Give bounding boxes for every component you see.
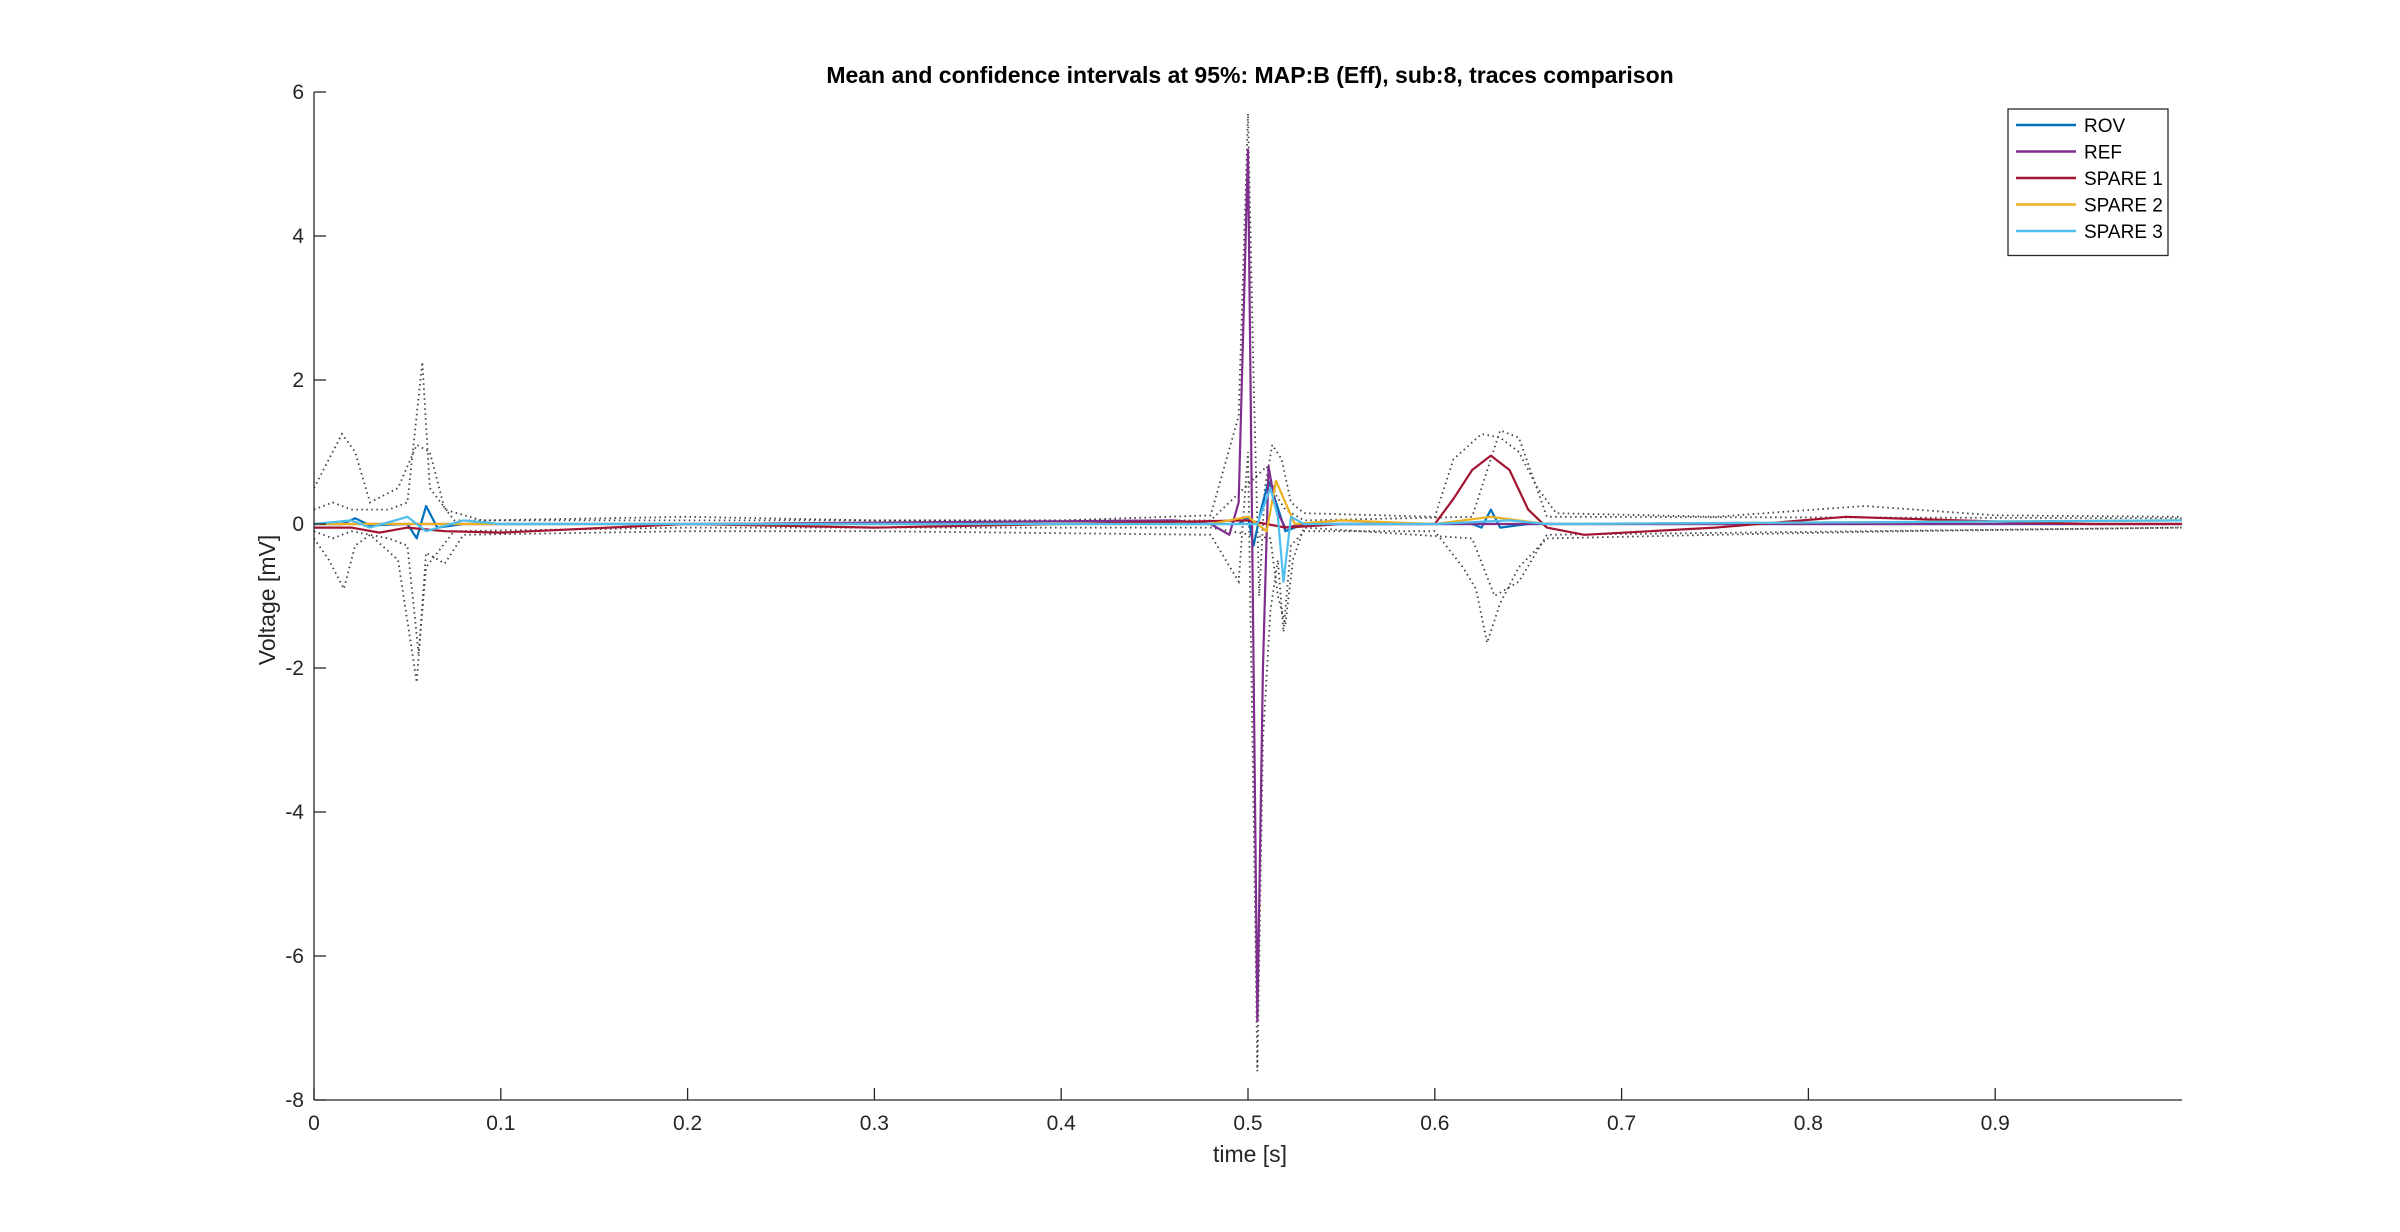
confidence-bound-4 xyxy=(313,526,2183,654)
legend: ROV REF SPARE 1 SPARE 2 SPARE 3 xyxy=(2007,108,2169,257)
legend-label-spare-1: SPARE 1 xyxy=(2084,169,2163,190)
plot-area xyxy=(313,113,2183,1072)
y-tick-label: 2 xyxy=(292,369,304,392)
axes: 0 0.1 0.2 0.3 0.4 0.5 0.6 0.7 0.8 0.9 -8 -6 -4 -2 0 2 4 6 xyxy=(285,81,2182,1135)
x-tick-label: 0.7 xyxy=(1607,1112,1636,1135)
y-axis-label: Voltage [mV] xyxy=(254,535,280,665)
x-tick-label: 0.5 xyxy=(1233,1112,1262,1135)
y-tick-label: 6 xyxy=(292,81,304,104)
x-tick-label: 0.4 xyxy=(1047,1112,1077,1135)
x-tick-label: 0.6 xyxy=(1420,1112,1449,1135)
series-line-ref xyxy=(314,148,2182,1022)
chart-title: Mean and confidence intervals at 95%: MA… xyxy=(826,62,1673,88)
x-tick-label: 0.1 xyxy=(486,1112,515,1135)
legend-label-rov: ROV xyxy=(2084,116,2126,137)
y-tick-label: 0 xyxy=(292,513,304,536)
x-tick-label: 0.8 xyxy=(1794,1112,1823,1135)
y-tick-label: -4 xyxy=(285,801,304,824)
x-tick-label: 0 xyxy=(308,1112,320,1135)
series-line-rov xyxy=(314,479,2182,547)
y-tick-label: -2 xyxy=(285,657,304,680)
x-tick-label: 0.9 xyxy=(1981,1112,2010,1135)
confidence-bound-1 xyxy=(313,113,2183,597)
legend-label-spare-2: SPARE 2 xyxy=(2084,196,2163,217)
x-axis-label: time [s] xyxy=(1213,1141,1287,1167)
legend-label-spare-3: SPARE 3 xyxy=(2084,222,2163,243)
y-tick-label: -8 xyxy=(285,1089,304,1112)
legend-label-ref: REF xyxy=(2084,143,2122,164)
y-tick-label: -6 xyxy=(285,945,304,968)
x-tick-label: 0.2 xyxy=(673,1112,702,1135)
y-tick-label: 4 xyxy=(292,225,304,248)
confidence-bound-2 xyxy=(313,451,2183,1072)
series-line-spare-3 xyxy=(313,486,2183,583)
x-tick-label: 0.3 xyxy=(860,1112,889,1135)
